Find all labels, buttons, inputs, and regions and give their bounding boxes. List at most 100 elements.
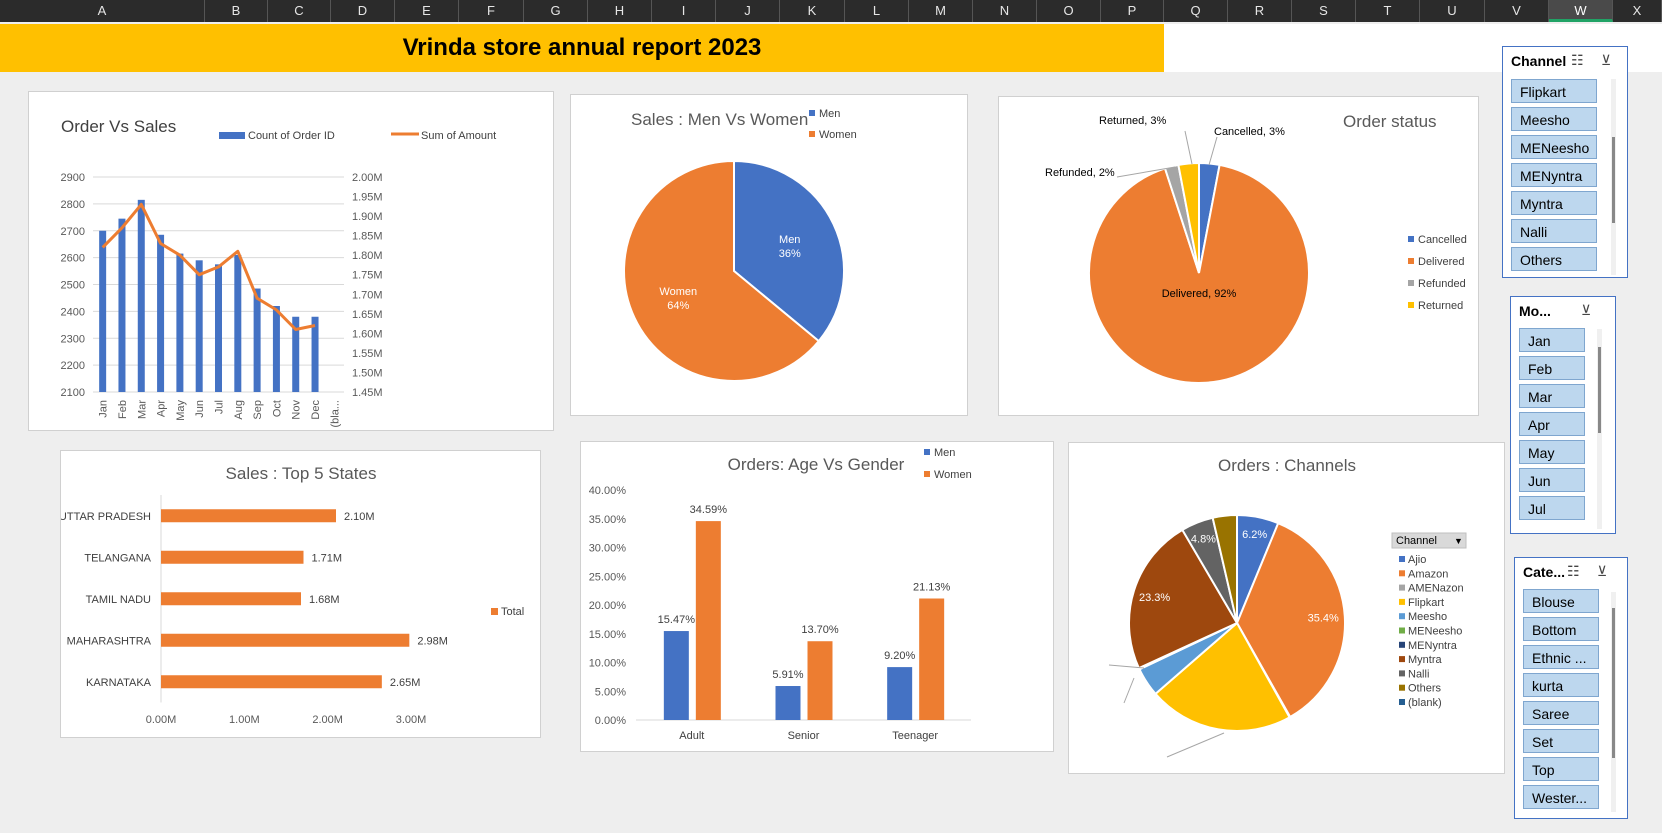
column-header-t[interactable]: T: [1356, 0, 1420, 22]
category-slicer-item-4[interactable]: Saree: [1523, 701, 1599, 725]
leader-line: [1166, 732, 1225, 758]
x-tick-label: Feb: [117, 400, 129, 419]
orders-channels-chart[interactable]: Orders : Channels 6.2% 35.4% 23.3% 4.8% Chann…: [1068, 442, 1505, 774]
y2-tick-label: 1.60M: [352, 328, 383, 340]
bar-sales: [161, 633, 410, 647]
column-header-s[interactable]: S: [1292, 0, 1356, 22]
category-slicer-item-5[interactable]: Set: [1523, 729, 1599, 753]
column-header-h[interactable]: H: [588, 0, 652, 22]
month-slicer-item-3[interactable]: Apr: [1519, 412, 1585, 436]
column-header-m[interactable]: M: [909, 0, 973, 22]
data-label: 35.4%: [1308, 613, 1339, 625]
channel-slicer-item-3[interactable]: MENyntra: [1511, 163, 1597, 187]
data-label: 23.3%: [1139, 592, 1170, 604]
channel-slicer-item-6[interactable]: Others: [1511, 247, 1597, 271]
data-label: Women: [659, 286, 697, 298]
data-label: 34.59%: [690, 504, 728, 516]
column-header-w[interactable]: W: [1549, 0, 1613, 22]
y-tick-label: 2600: [61, 253, 85, 265]
y2-tick-label: 1.75M: [352, 270, 383, 282]
column-header-n[interactable]: N: [973, 0, 1037, 22]
y-tick-label: 2500: [61, 280, 85, 292]
slicer-scrollbar-thumb[interactable]: [1598, 347, 1601, 433]
column-header-a[interactable]: A: [0, 0, 205, 22]
top5-states-chart[interactable]: Sales : Top 5 States UTTAR PRADESH 2.10M TE…: [60, 450, 541, 738]
y-tick-label: 2100: [61, 387, 85, 399]
pie-slice: [1154, 621, 1291, 732]
column-header-u[interactable]: U: [1420, 0, 1485, 22]
column-header-d[interactable]: D: [331, 0, 395, 22]
channel-slicer[interactable]: Channel ☷ ⊻ Flipkart Meesho MENeesho MENynt…: [1502, 46, 1628, 278]
clear-filter-icon[interactable]: ⊻: [1597, 563, 1608, 579]
age-vs-gender-chart[interactable]: Orders: Age Vs Gender Men Women 0.00% 5.00% 1…: [580, 441, 1054, 752]
pie-slice: [1211, 513, 1238, 624]
column-header-j[interactable]: J: [716, 0, 780, 22]
legend-swatch-count: [219, 132, 245, 139]
order-vs-sales-chart[interactable]: Order Vs Sales Count of Order ID Sum of Am…: [28, 91, 554, 431]
month-slicer-item-4[interactable]: May: [1519, 440, 1585, 464]
column-header-b[interactable]: B: [205, 0, 268, 22]
chart-title: Sales : Top 5 States: [226, 464, 377, 483]
month-slicer-item-0[interactable]: Jan: [1519, 328, 1585, 352]
pie-slice: [623, 159, 821, 382]
channel-slicer-item-0[interactable]: Flipkart: [1511, 79, 1597, 103]
month-slicer-item-6[interactable]: Jul: [1519, 496, 1585, 520]
channel-slicer-item-1[interactable]: Meesho: [1511, 107, 1597, 131]
column-header-k[interactable]: K: [780, 0, 845, 22]
column-header-e[interactable]: E: [395, 0, 459, 22]
column-header-l[interactable]: L: [845, 0, 909, 22]
column-header-f[interactable]: F: [459, 0, 524, 22]
clear-filter-icon[interactable]: ⊻: [1581, 302, 1592, 318]
category-slicer-item-7[interactable]: Wester...: [1523, 785, 1599, 809]
column-header-r[interactable]: R: [1228, 0, 1292, 22]
chart-title: Orders: Age Vs Gender: [728, 455, 905, 474]
slicer-scrollbar-thumb[interactable]: [1612, 608, 1615, 758]
line-sum-of-amount: [101, 202, 316, 331]
column-header-v[interactable]: V: [1485, 0, 1549, 22]
column-header-c[interactable]: C: [268, 0, 331, 22]
order-status-chart[interactable]: Order status Cancelled, 3% Delivered, 92% R…: [998, 96, 1479, 416]
category-slicer[interactable]: Cate... ☷ ⊻ Blouse Bottom Ethnic ... kurta S…: [1514, 557, 1628, 819]
column-header-p[interactable]: P: [1101, 0, 1164, 22]
category-slicer-item-2[interactable]: Ethnic ...: [1523, 645, 1599, 669]
channel-slicer-title: Channel: [1511, 53, 1567, 69]
title-banner: [0, 24, 1164, 72]
legend-swatch: [1399, 613, 1405, 620]
month-slicer-item-2[interactable]: Mar: [1519, 384, 1585, 408]
channel-slicer-item-5[interactable]: Nalli: [1511, 219, 1597, 243]
category-slicer-item-0[interactable]: Blouse: [1523, 589, 1599, 613]
month-slicer-item-1[interactable]: Feb: [1519, 356, 1585, 380]
y-tick-label: 2200: [61, 360, 85, 372]
category-slicer-item-1[interactable]: Bottom: [1523, 617, 1599, 641]
bar-sales: [161, 509, 336, 523]
legend-swatch: [1399, 598, 1405, 605]
column-header-i[interactable]: I: [652, 0, 716, 22]
category-slicer-item-6[interactable]: Top: [1523, 757, 1599, 781]
column-header-q[interactable]: Q: [1164, 0, 1228, 22]
x-tick-label: Jan: [98, 400, 110, 418]
y-tick-label: 0.00%: [595, 715, 626, 727]
data-label: Men: [779, 234, 800, 246]
y2-tick-label: 1.50M: [352, 367, 383, 379]
category-slicer-item-3[interactable]: kurta: [1523, 673, 1599, 697]
column-header-x[interactable]: X: [1613, 0, 1662, 22]
x-tick-label: Jul: [214, 400, 226, 414]
legend-swatch: [1408, 258, 1414, 264]
column-header-o[interactable]: O: [1037, 0, 1101, 22]
month-slicer-item-5[interactable]: Jun: [1519, 468, 1585, 492]
y-tick-label: 10.00%: [589, 658, 627, 670]
slicer-scrollbar-thumb[interactable]: [1612, 137, 1615, 223]
legend-label: (blank): [1408, 697, 1442, 709]
multi-select-icon[interactable]: ☷: [1571, 52, 1584, 68]
data-label: 1.68M: [309, 594, 340, 606]
column-header-g[interactable]: G: [524, 0, 588, 22]
clear-filter-icon[interactable]: ⊻: [1601, 52, 1612, 68]
men-vs-women-chart[interactable]: Sales : Men Vs Women Men Women Men 36% Women 6…: [570, 94, 968, 416]
x-tick-label: Dec: [310, 400, 322, 420]
legend-label: Women: [819, 129, 857, 141]
channel-slicer-item-2[interactable]: MENeesho: [1511, 135, 1597, 159]
y-category-label: MAHARASHTRA: [67, 635, 152, 647]
channel-slicer-item-4[interactable]: Myntra: [1511, 191, 1597, 215]
multi-select-icon[interactable]: ☷: [1567, 563, 1580, 579]
month-slicer[interactable]: Mo... ⊻ Jan Feb Mar Apr May Jun Jul: [1510, 296, 1616, 534]
